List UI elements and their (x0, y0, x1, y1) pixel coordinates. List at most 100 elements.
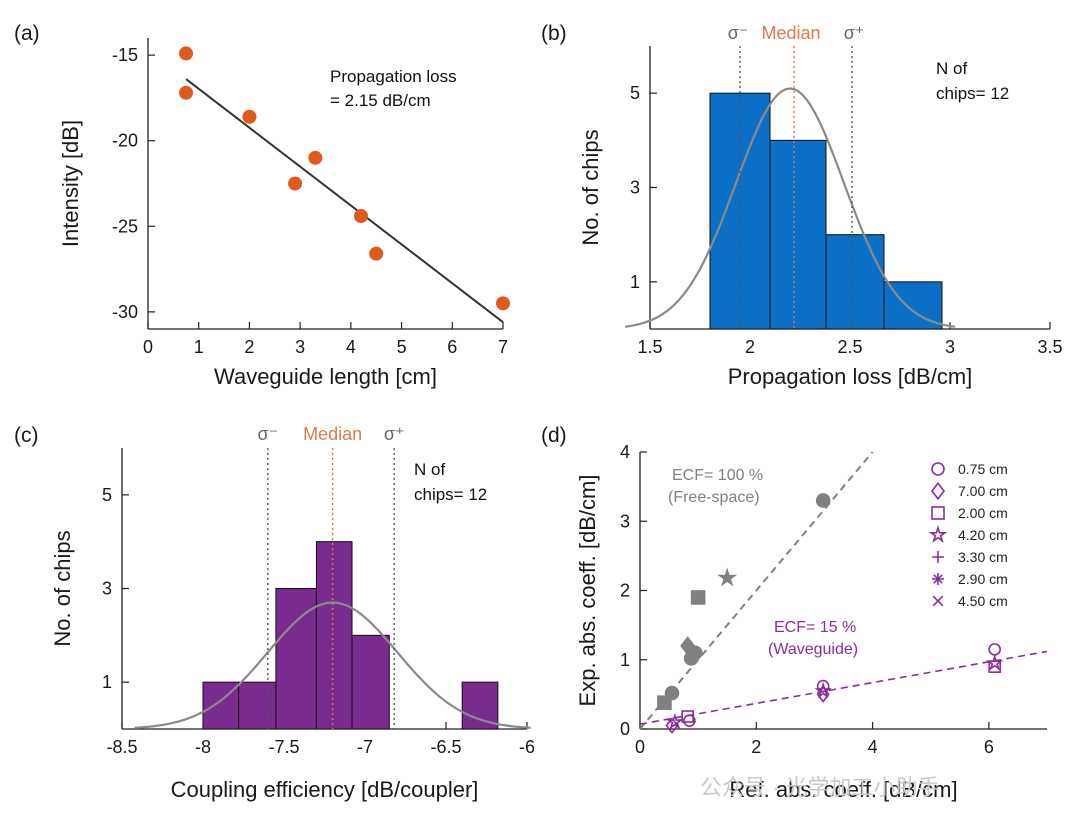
free-space-point (664, 685, 680, 701)
data-point (308, 150, 323, 165)
y-tick-label: 3 (620, 511, 630, 531)
y-tick-label: 5 (102, 485, 112, 505)
panel-b: 1.5 2 2.5 3 3.5 1 3 5 Propagation loss [dB/cm] No… (578, 23, 1063, 389)
x-tick-label: 3.5 (1037, 337, 1062, 357)
panel-label-d: (d) (541, 424, 567, 447)
x-axis-label: Propagation loss [dB/cm] (728, 364, 973, 389)
legend-label: 3.30 cm (958, 549, 1008, 565)
x-tick-label: -6.5 (430, 737, 461, 757)
data-point (179, 46, 194, 61)
y-axis-label: Intensity [dB] (58, 120, 83, 247)
x-tick-label: 2.5 (837, 337, 862, 357)
legend-label: 7.00 cm (958, 483, 1008, 499)
free-space-point (815, 493, 831, 508)
data-point (354, 209, 368, 224)
x-tick-label: -6 (519, 737, 535, 757)
x-tick-label: 6 (447, 337, 457, 357)
gaussian-fit-curve (624, 87, 956, 328)
waveguide-point (814, 681, 832, 699)
waveguide-point (683, 714, 696, 727)
legend-marker (932, 573, 944, 585)
x-tick-label: -7 (357, 737, 373, 757)
annotation-line-1: N of (414, 460, 445, 479)
y-tick-label: -30 (112, 302, 138, 322)
legend-marker (931, 506, 945, 520)
y-tick-label: 3 (630, 178, 640, 198)
x-tick-label: -8 (195, 737, 211, 757)
median-label: Median (761, 23, 820, 43)
fit-line (185, 78, 504, 323)
sigma-minus-label: σ⁻ (728, 23, 749, 43)
histogram-bar (351, 634, 390, 730)
y-tick-label: 4 (620, 442, 630, 462)
ecf-free-space-line-1: ECF= 100 % (672, 467, 763, 484)
histogram-bar (315, 541, 353, 730)
free-space-point (717, 567, 738, 587)
x-tick-label: 0 (143, 337, 153, 357)
legend-label: 0.75 cm (958, 461, 1008, 477)
x-tick-label: 4 (346, 337, 356, 357)
y-tick-label: -20 (112, 131, 138, 151)
waveguide-point (665, 717, 679, 735)
y-tick-label: 1 (102, 672, 112, 692)
data-point (496, 296, 510, 311)
free-space-point (687, 645, 703, 661)
legend-marker (928, 525, 948, 543)
sigma-plus-label: σ⁺ (384, 424, 405, 444)
x-tick-label: 3 (945, 337, 955, 357)
y-tick-label: 1 (620, 650, 630, 670)
histogram-bar (825, 234, 885, 330)
x-tick-label: 2 (244, 337, 254, 357)
annotation-line-1: N of (936, 59, 967, 78)
y-tick-label: 3 (102, 579, 112, 599)
ecf-waveguide-line-1: ECF= 15 % (774, 619, 856, 636)
panel-label-a: (a) (14, 22, 40, 45)
x-axis-label: Ref. abs. coeff. [dB/cm] (729, 777, 957, 802)
legend-marker (932, 551, 944, 563)
x-tick-label: 5 (397, 337, 407, 357)
y-axis-label: Exp. abs. coeff. [dB/cm] (575, 475, 600, 707)
waveguide-point (816, 685, 830, 703)
histogram-bar (769, 139, 827, 330)
x-tick-label: 0 (635, 737, 645, 757)
median-label: Median (303, 424, 362, 444)
panel-d: 0 2 4 6 0 1 2 3 4 Ref. abs. coeff. [dB/cm] Exp. ab… (575, 442, 1048, 802)
data-point (179, 85, 194, 100)
y-axis-label: No. of chips (50, 530, 75, 646)
ecf-waveguide-line-2: (Waveguide) (768, 641, 858, 658)
gaussian-fit-curve (134, 601, 531, 729)
waveguide-point (988, 660, 1001, 673)
histogram-bar (461, 681, 499, 730)
y-tick-label: -25 (112, 216, 138, 236)
x-tick-label: 1 (194, 337, 204, 357)
ecf-free-space-line-2: (Free-space) (668, 489, 760, 506)
watermark-text: 公众号 · 光学加工小助手 (700, 775, 940, 800)
histogram-bar (238, 681, 277, 730)
annotation-line-2: chips= 12 (414, 485, 487, 504)
annotation-line-2: = 2.15 dB/cm (330, 91, 431, 110)
waveguide-point (666, 712, 684, 730)
x-tick-label: 6 (984, 737, 994, 757)
legend-label: 4.20 cm (958, 527, 1008, 543)
x-tick-label: 7 (498, 337, 508, 357)
waveguide-point (988, 643, 1001, 656)
annotation-line-1: Propagation loss (330, 67, 457, 86)
panel-a: 0 1 2 3 4 5 6 7 -15 -20 -25 -30 Waveguide length [cm… (58, 38, 510, 389)
waveguide-point (816, 679, 830, 693)
free-space-point (657, 695, 672, 710)
sigma-minus-label: σ⁻ (257, 424, 278, 444)
y-tick-label: 0 (620, 719, 630, 739)
free-space-fit-line (639, 451, 874, 730)
annotation-line-2: chips= 12 (936, 84, 1009, 103)
legend-label: 4.50 cm (958, 593, 1008, 609)
x-tick-label: 1.5 (637, 337, 662, 357)
legend-marker (930, 481, 946, 501)
x-axis-label: Coupling efficiency [dB/coupler] (171, 777, 479, 802)
x-tick-label: 3 (295, 337, 305, 357)
waveguide-point (985, 653, 1004, 671)
sigma-plus-label: σ⁺ (844, 23, 865, 43)
legend-marker (932, 595, 944, 607)
histogram-bar (202, 681, 240, 730)
panel-c: -8.5 -8 -7.5 -7 -6.5 -6 1 3 5 Coupling efficiency… (50, 424, 535, 802)
y-tick-label: 1 (630, 272, 640, 292)
